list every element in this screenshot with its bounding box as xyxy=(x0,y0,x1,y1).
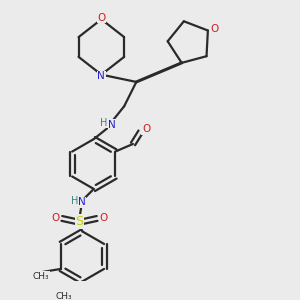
Text: O: O xyxy=(210,24,219,34)
Text: N: N xyxy=(108,119,116,130)
Text: O: O xyxy=(51,213,59,224)
Text: H: H xyxy=(70,196,78,206)
Text: H: H xyxy=(100,118,107,128)
Text: O: O xyxy=(100,213,108,224)
Text: S: S xyxy=(76,215,83,228)
Text: O: O xyxy=(97,13,106,23)
Text: CH₃: CH₃ xyxy=(33,272,50,281)
Text: O: O xyxy=(142,124,150,134)
Text: N: N xyxy=(78,197,86,207)
Text: CH₃: CH₃ xyxy=(56,292,73,300)
Text: N: N xyxy=(98,71,105,81)
